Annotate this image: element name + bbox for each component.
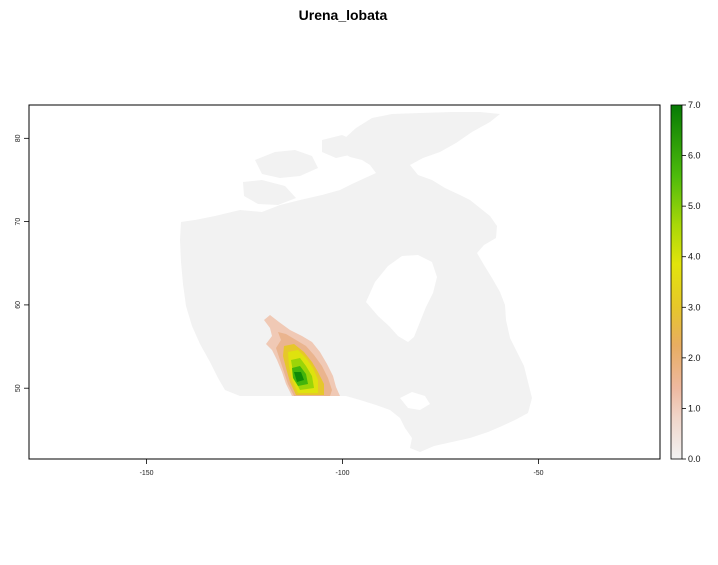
legend-tick-label: 3.0 xyxy=(688,302,701,312)
hudson-bay xyxy=(366,255,437,342)
x-tick-label: -150 xyxy=(140,470,154,477)
suitability-level-7 xyxy=(294,372,304,382)
legend-colorbar xyxy=(670,104,683,460)
legend-tick-label: 1.0 xyxy=(688,403,701,413)
legend: 0.0 1.0 2.0 3.0 4.0 5.0 6.0 7.0 xyxy=(670,100,701,464)
canada-landmass xyxy=(180,112,532,452)
y-axis: 50 60 70 80 xyxy=(15,134,29,392)
legend-ticks: 0.0 1.0 2.0 3.0 4.0 5.0 6.0 7.0 xyxy=(682,100,701,464)
x-tick-label: -100 xyxy=(336,470,350,477)
legend-tick-label: 5.0 xyxy=(688,201,701,211)
arctic-island-3 xyxy=(322,135,358,158)
legend-tick-label: 7.0 xyxy=(688,100,701,110)
legend-tick-label: 6.0 xyxy=(688,151,701,161)
arctic-island-1 xyxy=(255,150,318,178)
legend-tick-label: 0.0 xyxy=(688,454,701,464)
great-lakes xyxy=(400,392,430,410)
arctic-island-2 xyxy=(243,180,296,205)
y-tick-label: 60 xyxy=(15,301,22,309)
plot-frame xyxy=(28,104,661,460)
y-tick-label: 80 xyxy=(15,134,22,142)
suitability-region xyxy=(264,315,340,396)
legend-tick-label: 4.0 xyxy=(688,252,701,262)
map-plot-area xyxy=(180,112,532,452)
map-title: Urena_lobata xyxy=(299,7,388,23)
y-tick-label: 50 xyxy=(15,384,22,392)
x-tick-label: -50 xyxy=(533,470,543,477)
x-axis: -150 -100 -50 xyxy=(140,459,544,477)
y-tick-label: 70 xyxy=(15,218,22,226)
legend-tick-label: 2.0 xyxy=(688,353,701,363)
